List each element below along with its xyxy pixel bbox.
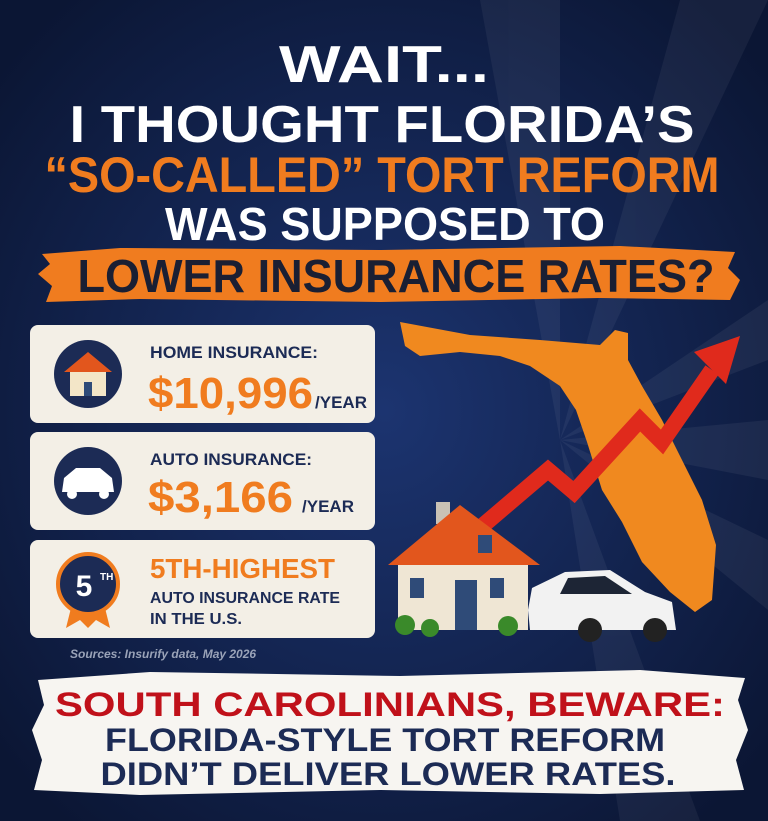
footer-warning: SOUTH CAROLINIANS, BEWARE:	[55, 686, 725, 724]
badge-suffix: TH	[100, 572, 113, 583]
card	[30, 540, 375, 638]
headline-line: I THOUGHT FLORIDA’S	[70, 96, 695, 154]
footer-line: FLORIDA-STYLE TORT REFORM	[105, 722, 665, 758]
badge	[56, 552, 120, 616]
card-value: 5TH-HIGHEST	[150, 553, 335, 584]
headline-highlight: “SO-CALLED” TORT REFORM	[45, 147, 720, 203]
footer-line: DIDN’T DELIVER LOWER RATES.	[101, 756, 676, 792]
card	[30, 432, 375, 530]
florida-map	[400, 322, 716, 612]
card-unit: /YEAR	[302, 497, 354, 516]
headline-line: WAIT...	[279, 36, 489, 94]
card-label: AUTO INSURANCE:	[150, 450, 312, 469]
banner-text: LOWER INSURANCE RATES?	[78, 250, 715, 302]
arrow-head	[694, 336, 740, 384]
car-illustration	[528, 570, 676, 642]
house-illustration	[388, 502, 540, 637]
headline-banner	[38, 246, 740, 302]
card-value: $3,166	[148, 473, 293, 522]
source-note: Sources: Insurify data, May 2026	[70, 647, 256, 661]
card-label: AUTO INSURANCE RATE	[150, 590, 340, 607]
footer-banner	[32, 670, 748, 795]
headline-line: WAS SUPPOSED TO	[165, 198, 605, 250]
card	[30, 325, 375, 423]
rising-arrow	[474, 365, 719, 535]
card-unit: /YEAR	[315, 393, 367, 412]
home-icon	[64, 352, 112, 396]
card-label: HOME INSURANCE:	[150, 343, 318, 362]
card-label: IN THE U.S.	[150, 611, 242, 628]
badge-number: 5	[76, 570, 93, 603]
car-icon	[62, 468, 114, 499]
card-value: $10,996	[148, 369, 313, 418]
